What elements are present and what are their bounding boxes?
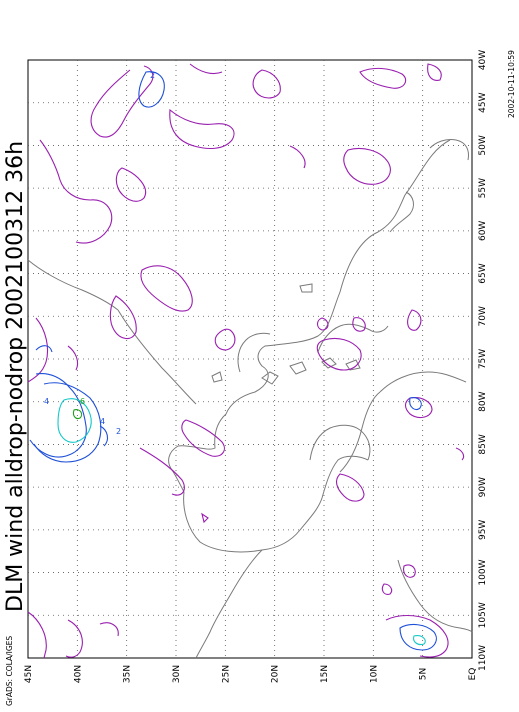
lat-tick-label: 45N — [24, 665, 34, 683]
lat-tick-label: EQ — [468, 668, 478, 681]
lat-tick-label: 15N — [320, 665, 330, 683]
lon-tick-label: 70W — [478, 306, 488, 326]
contour-label: 6 — [80, 397, 85, 406]
contour-label: 4 — [100, 417, 105, 426]
lat-tick-label: 10N — [369, 665, 379, 683]
lon-tick-label: 105W — [478, 602, 488, 628]
longitude-tick-labels: 110W 105W 100W 95W 90W 85W 80W 75W 70W 65W 60W 55W 5… — [478, 50, 488, 671]
lon-tick-label: 55W — [478, 178, 488, 198]
contour-label: 2 — [116, 427, 121, 436]
lat-tick-label: 5N — [419, 668, 429, 680]
graticule — [28, 60, 472, 658]
lon-tick-label: 75W — [478, 349, 488, 369]
lon-tick-label: 85W — [478, 434, 488, 454]
lat-tick-label: 40N — [73, 665, 83, 683]
lon-tick-label: 90W — [478, 477, 488, 497]
latitude-tick-labels: EQ 5N 10N 15N 20N 25N 30N 35N 40N 45N — [24, 665, 478, 683]
contour-label: 2 — [150, 71, 155, 80]
lat-tick-label: 20N — [271, 665, 281, 683]
lat-tick-label: 25N — [221, 665, 231, 683]
contour-labels: 2 2 4 4 6 — [44, 71, 155, 436]
credit-text: GrADS: COLA/IGES — [5, 636, 14, 706]
lat-tick-label: 35N — [123, 665, 133, 683]
contours-green — [72, 409, 83, 420]
lat-tick-label: 30N — [172, 665, 182, 683]
lon-tick-label: 40W — [478, 50, 488, 70]
lon-tick-label: 45W — [478, 92, 488, 112]
contours-blue — [29, 71, 437, 651]
plot-frame — [27, 59, 473, 659]
lon-tick-label: 110W — [478, 645, 488, 671]
lon-tick-label: 65W — [478, 263, 488, 283]
lon-tick-label: 50W — [478, 135, 488, 155]
lon-tick-label: 60W — [478, 221, 488, 241]
lon-tick-label: 95W — [478, 520, 488, 540]
lon-tick-label: 100W — [478, 559, 488, 585]
coastline — [27, 139, 473, 659]
contours-cyan — [57, 398, 426, 646]
timestamp-text: 2002-10-11-10:59 — [507, 50, 516, 118]
map-title: DLM wind alldrop-nodrop 2002100312 36h — [3, 141, 28, 612]
lon-tick-label: 80W — [478, 391, 488, 411]
contours-purple — [27, 63, 465, 659]
contour-label: 4 — [44, 397, 49, 406]
